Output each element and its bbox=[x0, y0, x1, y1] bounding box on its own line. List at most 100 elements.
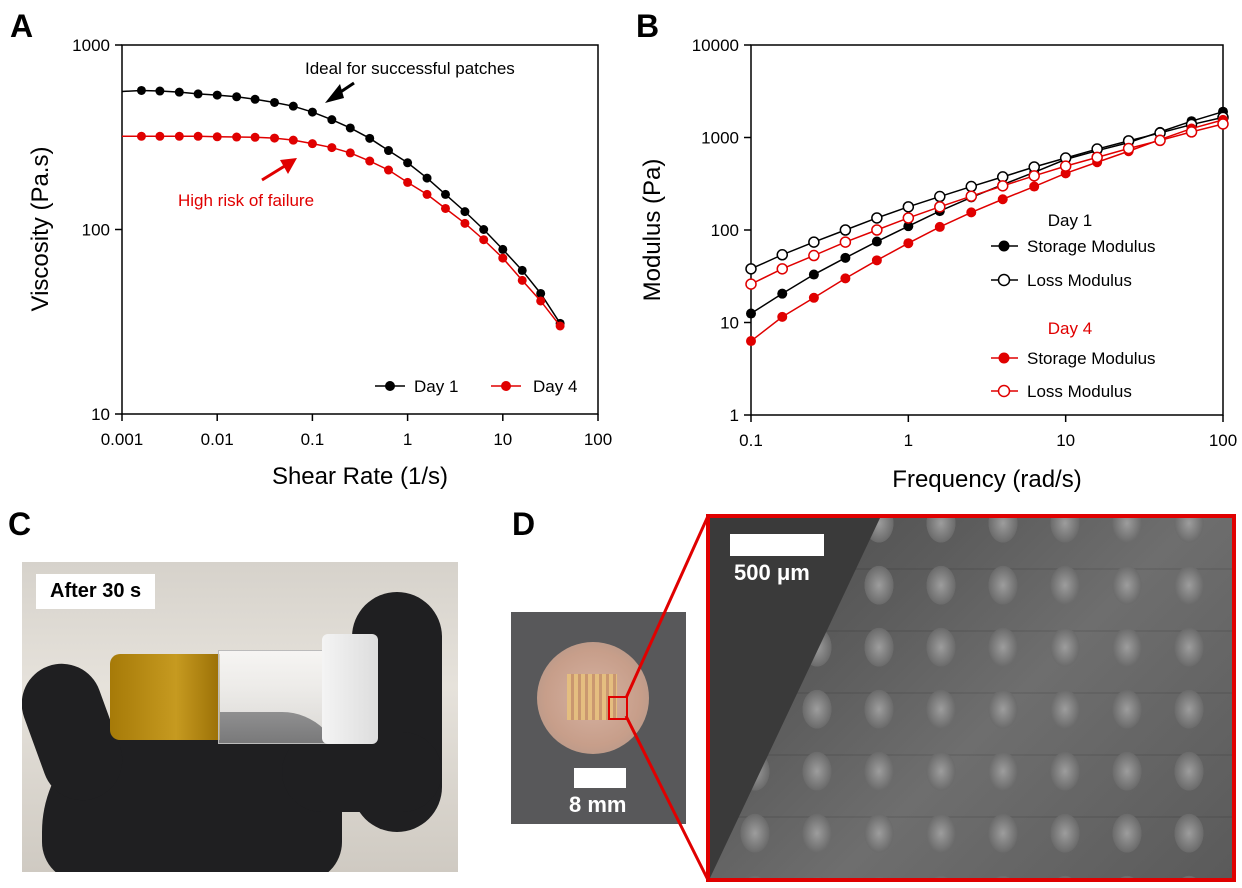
data-point bbox=[460, 207, 470, 217]
time-label: After 30 s bbox=[36, 574, 156, 609]
x-tick-label: 0.1 bbox=[301, 430, 325, 449]
data-point bbox=[871, 212, 883, 224]
y-tick-label: 10000 bbox=[692, 36, 739, 55]
data-point bbox=[460, 218, 470, 228]
y-tick-label: 10 bbox=[91, 405, 110, 424]
data-point bbox=[174, 131, 184, 141]
chart-b-legend: Day 1 Storage Modulus Loss Modulus Day 4… bbox=[991, 211, 1156, 401]
data-point bbox=[479, 235, 489, 245]
x-tick-label: 100 bbox=[584, 430, 612, 449]
svg-text:Storage Modulus: Storage Modulus bbox=[1027, 349, 1156, 368]
x-tick-label: 100 bbox=[1209, 431, 1237, 450]
chart-b-xlabel: Frequency (rad/s) bbox=[892, 466, 1081, 493]
svg-text:Loss Modulus: Loss Modulus bbox=[1027, 382, 1132, 401]
legend-group-day4: Day 4 bbox=[1048, 319, 1092, 338]
annotation-ideal-arrow bbox=[325, 81, 355, 103]
vial-cap bbox=[322, 634, 378, 744]
data-point bbox=[517, 265, 527, 275]
data-point bbox=[965, 190, 978, 202]
data-point bbox=[966, 207, 977, 218]
data-point bbox=[777, 311, 788, 322]
data-point bbox=[403, 177, 413, 187]
chart-a-series bbox=[121, 85, 565, 331]
data-point bbox=[746, 308, 756, 319]
data-point bbox=[777, 288, 788, 299]
data-point bbox=[871, 255, 882, 266]
data-point bbox=[1059, 160, 1072, 172]
vial-gel bbox=[110, 654, 220, 740]
data-point bbox=[193, 131, 203, 141]
x-tick-label: 10 bbox=[1056, 431, 1075, 450]
sem-background bbox=[710, 518, 880, 878]
data-point bbox=[440, 189, 450, 199]
panel-letter-c: C bbox=[8, 506, 32, 542]
data-point bbox=[498, 253, 508, 263]
data-point bbox=[212, 132, 222, 142]
data-point bbox=[1122, 142, 1135, 155]
svg-text:Day 4: Day 4 bbox=[533, 377, 577, 396]
y-tick-label: 1 bbox=[730, 406, 739, 425]
data-point bbox=[1217, 118, 1229, 130]
data-point bbox=[871, 236, 882, 247]
annotation-ideal: Ideal for successful patches bbox=[305, 59, 515, 78]
panel-letter-b: B bbox=[636, 8, 660, 44]
data-point bbox=[345, 148, 355, 158]
data-point bbox=[498, 244, 508, 254]
y-tick-label: 1000 bbox=[701, 129, 739, 148]
data-point bbox=[327, 115, 337, 125]
series-line-1 bbox=[750, 116, 1224, 270]
y-tick-label: 100 bbox=[82, 221, 110, 240]
series-line-2 bbox=[750, 119, 1224, 342]
data-point bbox=[365, 133, 375, 143]
x-tick-label: 0.01 bbox=[201, 430, 234, 449]
data-point bbox=[422, 173, 432, 183]
legend-d1-storage: Storage Modulus bbox=[991, 237, 1156, 256]
data-point bbox=[934, 201, 946, 213]
data-point bbox=[903, 238, 914, 249]
data-point bbox=[1028, 170, 1040, 182]
scale-bar-small bbox=[574, 768, 626, 788]
legend-day1: Day 1 bbox=[375, 377, 458, 396]
data-point bbox=[902, 212, 915, 224]
panel-letter-a: A bbox=[10, 8, 34, 44]
data-point bbox=[250, 132, 260, 142]
data-point bbox=[746, 336, 756, 347]
chart-b-series bbox=[745, 106, 1229, 347]
panel-letter-d: D bbox=[512, 506, 536, 542]
data-point bbox=[155, 86, 165, 96]
data-point bbox=[327, 143, 337, 153]
scale-text-small: 8 mm bbox=[569, 792, 627, 817]
annotation-failure: High risk of failure bbox=[178, 191, 314, 210]
legend-d1-loss: Loss Modulus bbox=[991, 271, 1132, 290]
data-point bbox=[934, 221, 945, 232]
chart-a-ylabel: Viscosity (Pa.s) bbox=[27, 147, 54, 312]
data-point bbox=[288, 101, 298, 111]
data-point bbox=[250, 94, 260, 104]
chart-a-xlabel: Shear Rate (1/s) bbox=[272, 463, 448, 490]
data-point bbox=[193, 89, 203, 99]
x-tick-label: 0.001 bbox=[101, 430, 144, 449]
data-point bbox=[536, 296, 546, 306]
glove-fingers-2 bbox=[282, 732, 442, 812]
data-point bbox=[555, 321, 565, 331]
data-point bbox=[136, 131, 146, 141]
legend-group-day1: Day 1 bbox=[1048, 211, 1092, 230]
data-point bbox=[776, 249, 789, 261]
legend-d4-storage: Storage Modulus bbox=[991, 349, 1156, 368]
data-point bbox=[136, 85, 146, 95]
data-point bbox=[383, 146, 393, 156]
data-point bbox=[517, 275, 527, 285]
data-point bbox=[839, 236, 852, 248]
vial-glass bbox=[218, 650, 328, 744]
data-point bbox=[1185, 126, 1198, 138]
data-point bbox=[1029, 181, 1040, 192]
chart-b-ylabel: Modulus (Pa) bbox=[639, 159, 666, 302]
data-point bbox=[1091, 151, 1103, 164]
scale-text-large: 500 μm bbox=[734, 560, 810, 585]
data-point bbox=[270, 133, 280, 143]
data-point bbox=[808, 292, 819, 303]
data-point bbox=[871, 224, 883, 236]
legend-day4: Day 4 bbox=[491, 377, 577, 396]
annotation-failure-arrow bbox=[261, 158, 297, 182]
